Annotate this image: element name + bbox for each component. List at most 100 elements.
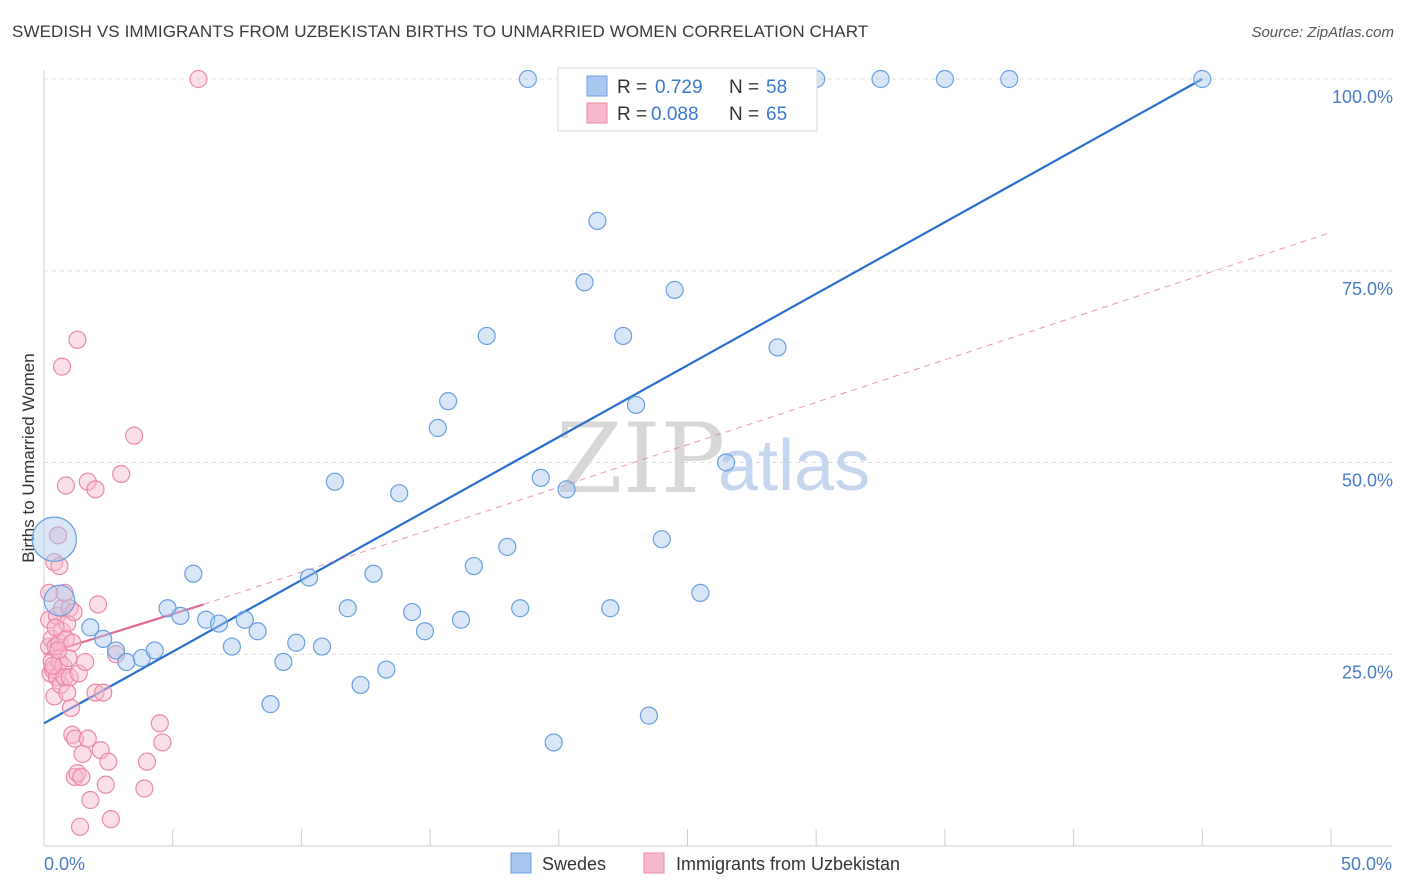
uzbekistan-point (86, 683, 105, 702)
y-tick-label-100: 100.0% (1332, 87, 1393, 107)
swedes-point (639, 706, 658, 725)
swedes-point (717, 453, 736, 472)
uzbekistan-point (137, 752, 157, 771)
uzbekistan-point (52, 357, 72, 376)
y-tick-label-25: 25.0% (1342, 662, 1393, 682)
uzbekistan-point (94, 683, 113, 702)
swedes-point (439, 392, 458, 411)
uzbekistan-point (112, 464, 131, 484)
swedes-point (544, 733, 563, 752)
legend-n-label-swedes: N = (729, 77, 759, 98)
swedes-point (43, 584, 76, 617)
uzbekistan-point (61, 698, 81, 718)
swedes-point (235, 610, 254, 629)
legend-r-value-swedes: 0.729 (655, 77, 703, 98)
uzbekistan-point (81, 790, 100, 810)
swedes-point (261, 695, 280, 714)
swedes-point (117, 652, 136, 672)
legend-n-value-swedes: 58 (766, 77, 787, 98)
swedes-point (768, 338, 787, 357)
uzbekistan-point (49, 641, 68, 660)
uzbekistan-point (46, 618, 65, 637)
legend-r-label-uzbekistan: R = (617, 104, 647, 125)
swedes-point (691, 583, 710, 602)
uzbekistan-point (58, 614, 77, 633)
swedes-point (498, 537, 517, 556)
uzbekistan-point (56, 476, 75, 495)
swedes-point (626, 395, 646, 415)
chart-title: SWEDISH VS IMMIGRANTS FROM UZBEKISTAN BI… (12, 22, 869, 41)
bottom-legend-label-swedes: Swedes (542, 854, 606, 874)
uzbekistan-point (58, 683, 77, 702)
uzbekistan-point (96, 775, 115, 794)
uzbekistan-point (55, 668, 74, 687)
legend-swatch-uzbekistan (586, 102, 608, 124)
uzbekistan-point (78, 729, 97, 748)
swedes-point (338, 599, 357, 618)
swedes-point (477, 326, 496, 346)
swedes-point (81, 618, 100, 637)
swedes-point (601, 599, 620, 618)
swedes-point (145, 641, 164, 660)
swedes-point (665, 280, 684, 300)
uzbekistan-point (106, 645, 126, 664)
watermark: ZIP atlas (556, 403, 870, 515)
uzbekistan-point (86, 480, 105, 499)
uzbekistan-point (49, 526, 68, 545)
y-tick-labels: 25.0% 50.0% 75.0% 100.0% (1332, 87, 1393, 682)
swedes-point (531, 468, 550, 487)
stats-legend: R = 0.729 N = 58 R = 0.088 N = 65 (557, 67, 818, 132)
swedes-point (1193, 69, 1212, 89)
uzbekistan-point (63, 633, 82, 652)
swedes-point (428, 418, 447, 438)
uzbekistan-point (124, 426, 144, 445)
watermark-atlas: atlas (718, 426, 870, 506)
swedes-point (464, 556, 483, 576)
y-tick-label-50: 50.0% (1342, 471, 1393, 491)
uzbekistan-point (101, 810, 121, 829)
swedes-point (871, 69, 890, 89)
swedes-point (300, 568, 319, 587)
uzbekistan-point (78, 472, 97, 491)
series-legend: Swedes Immigrants from Uzbekistan (510, 852, 900, 874)
uzbekistan-point (99, 752, 118, 771)
swedes-point (652, 530, 671, 549)
trend-line-uzbekistan-extension (203, 231, 1332, 605)
swedes-point (614, 326, 633, 346)
swedes-point (451, 610, 471, 629)
uzbekistan-point (153, 733, 172, 752)
y-tick-label-75: 75.0% (1342, 279, 1393, 299)
uzbekistan-point (60, 668, 79, 687)
uzbekistan-point (64, 602, 83, 622)
swedes-point (415, 622, 435, 641)
bottom-legend-label-uzbekistan: Immigrants from Uzbekistan (676, 854, 900, 874)
swedes-point (935, 69, 955, 89)
gridlines (44, 78, 1392, 655)
bottom-legend-swatch-swedes (510, 852, 532, 874)
uzbekistan-point (150, 714, 169, 733)
swedes-point (106, 641, 126, 660)
uzbekistan-point (189, 69, 208, 89)
swedes-point (588, 211, 607, 230)
legend-swatch-swedes (586, 75, 608, 97)
series-swedes-points (31, 69, 1212, 752)
uzbekistan-point (65, 729, 84, 748)
swedes-point (511, 599, 530, 618)
swedes-point (287, 633, 306, 652)
swedes-point (248, 622, 267, 641)
swedes-point (351, 675, 370, 695)
uzbekistan-point (68, 330, 87, 349)
uzbekistan-point (72, 767, 91, 787)
uzbekistan-point (69, 664, 88, 683)
swedes-point (390, 484, 409, 503)
swedes-point (364, 564, 383, 583)
uzbekistan-point (135, 779, 154, 798)
swedes-point (31, 516, 77, 562)
uzbekistan-point (70, 817, 90, 836)
uzbekistan-point (73, 744, 92, 764)
swedes-point (557, 480, 576, 499)
swedes-point (377, 660, 396, 679)
uzbekistan-point (43, 656, 63, 675)
series-uzbekistan-points (40, 69, 208, 836)
